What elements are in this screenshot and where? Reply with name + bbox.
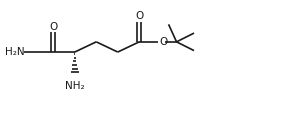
Text: O: O [135, 11, 143, 21]
Text: H₂N: H₂N [5, 47, 25, 57]
Text: NH₂: NH₂ [65, 81, 85, 91]
Text: O: O [49, 22, 57, 32]
Text: O: O [159, 37, 168, 47]
